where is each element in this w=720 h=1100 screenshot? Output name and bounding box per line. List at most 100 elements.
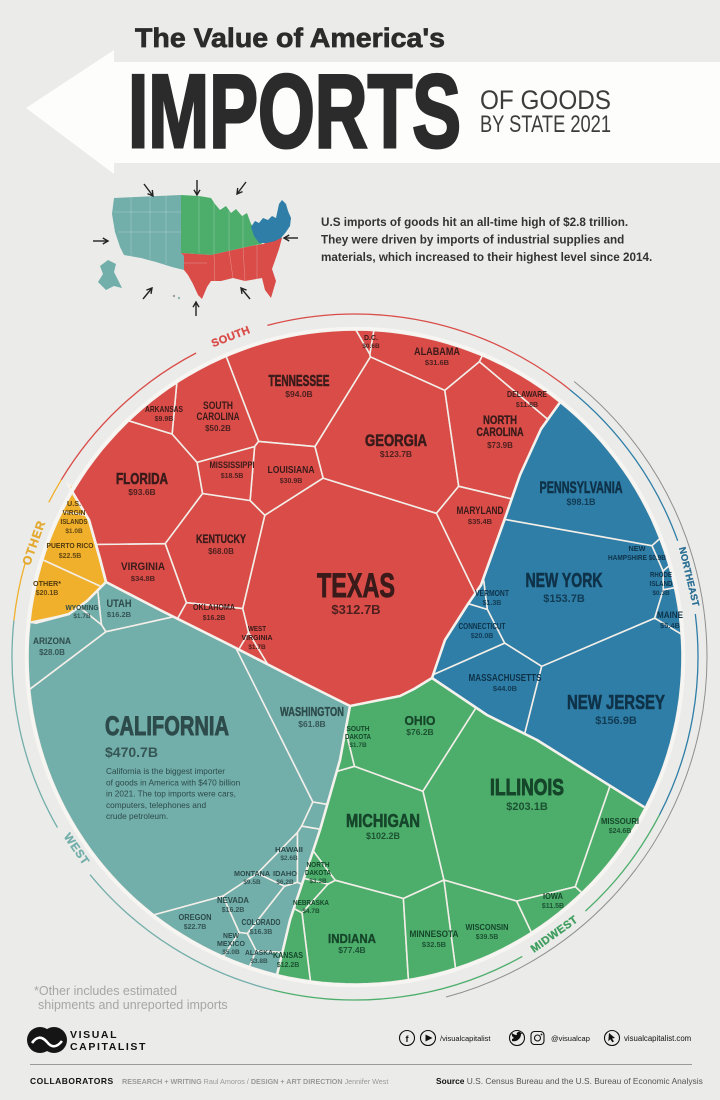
svg-text:TENNESSEE: TENNESSEE <box>269 373 330 390</box>
svg-text:$16.2B: $16.2B <box>107 610 132 619</box>
svg-text:ILLINOIS: ILLINOIS <box>490 774 564 800</box>
svg-text:WISCONSIN: WISCONSIN <box>466 922 509 932</box>
svg-text:$470.7B: $470.7B <box>105 744 158 760</box>
svg-text:FLORIDA: FLORIDA <box>116 471 168 488</box>
svg-text:They were driven by imports of: They were driven by imports of industria… <box>321 234 624 247</box>
svg-text:$203.1B: $203.1B <box>506 801 548 813</box>
svg-text:$34.8B: $34.8B <box>131 574 156 583</box>
svg-text:$1.3B: $1.3B <box>483 600 502 607</box>
svg-text:ISLANDS: ISLANDS <box>61 519 88 526</box>
svg-text:$11.5B: $11.5B <box>542 903 564 910</box>
svg-text:VIRGINIA: VIRGINIA <box>242 633 274 642</box>
svg-text:$5.0B: $5.0B <box>222 949 240 956</box>
svg-text:OKLAHOMA: OKLAHOMA <box>193 602 235 612</box>
svg-text:$11.8B: $11.8B <box>516 402 538 409</box>
svg-text:DELAWARE: DELAWARE <box>507 389 547 399</box>
svg-text:$24.6B: $24.6B <box>609 828 632 835</box>
svg-text:U.S imports of goods hit an al: U.S imports of goods hit an all-time hig… <box>321 216 628 229</box>
svg-text:NORTH: NORTH <box>307 862 330 869</box>
svg-text:UTAH: UTAH <box>107 598 132 610</box>
svg-text:IOWA: IOWA <box>543 892 563 901</box>
svg-text:$312.7B: $312.7B <box>331 602 380 617</box>
svg-text:CONNECTICUT: CONNECTICUT <box>459 622 506 631</box>
svg-text:$0.6B: $0.6B <box>362 343 380 350</box>
svg-text:NEVADA: NEVADA <box>217 896 249 905</box>
svg-text:@visualcap: @visualcap <box>551 1034 590 1043</box>
svg-text:KANSAS: KANSAS <box>273 951 304 960</box>
svg-text:DAKOTA: DAKOTA <box>305 870 331 877</box>
svg-text:MARYLAND: MARYLAND <box>457 505 504 517</box>
svg-text:$16.2B: $16.2B <box>222 907 245 914</box>
svg-text:OF GOODS: OF GOODS <box>480 85 611 115</box>
svg-text:NORTH: NORTH <box>483 413 517 427</box>
svg-text:CALIFORNIA: CALIFORNIA <box>105 711 229 741</box>
svg-text:CAROLINA: CAROLINA <box>197 411 240 423</box>
svg-text:ISLAND: ISLAND <box>650 581 673 588</box>
svg-text:MINNESOTA: MINNESOTA <box>410 929 459 940</box>
svg-text:$30.9B: $30.9B <box>280 478 303 485</box>
svg-text:$93.6B: $93.6B <box>128 487 155 497</box>
svg-text:NEW: NEW <box>223 933 239 940</box>
svg-text:ARKANSAS: ARKANSAS <box>145 404 183 414</box>
svg-text:PENNSYLVANIA: PENNSYLVANIA <box>540 478 623 497</box>
svg-text:Source U.S. Census Bureau and: Source U.S. Census Bureau and the U.S. B… <box>436 1076 703 1086</box>
svg-text:$3.3B: $3.3B <box>309 878 327 885</box>
svg-text:MAINE: MAINE <box>657 610 683 620</box>
svg-text:WEST: WEST <box>248 624 266 633</box>
svg-text:D.C.: D.C. <box>364 333 378 342</box>
svg-text:NEW JERSEY: NEW JERSEY <box>567 692 665 714</box>
svg-text:$61.8B: $61.8B <box>298 719 325 729</box>
svg-text:VIRGINIA: VIRGINIA <box>121 561 165 573</box>
svg-text:$20.0B: $20.0B <box>471 633 494 640</box>
svg-text:of goods in America with $470: of goods in America with $470 billion <box>106 777 241 787</box>
svg-text:SOUTH: SOUTH <box>203 400 233 412</box>
svg-text:OTHER*: OTHER* <box>33 579 61 588</box>
svg-text:COLLABORATORS: COLLABORATORS <box>30 1076 114 1086</box>
svg-text:$22.5B: $22.5B <box>59 553 82 560</box>
svg-text:computers, telephones and: computers, telephones and <box>106 800 206 810</box>
svg-text:crude petroleum.: crude petroleum. <box>106 811 168 821</box>
svg-text:$32.5B: $32.5B <box>422 940 447 949</box>
svg-text:$9.5B: $9.5B <box>243 879 261 886</box>
svg-text:TEXAS: TEXAS <box>317 567 395 605</box>
svg-text:$1.0B: $1.0B <box>65 528 83 535</box>
svg-text:DAKOTA: DAKOTA <box>345 734 371 741</box>
svg-text:BY STATE 2021: BY STATE 2021 <box>480 111 611 138</box>
svg-text:VISUAL: VISUAL <box>70 1029 118 1041</box>
svg-text:$1.7B: $1.7B <box>248 644 266 651</box>
svg-text:OHIO: OHIO <box>405 713 436 728</box>
svg-text:*Other includes estimated: *Other includes estimated <box>34 984 177 998</box>
svg-text:visualcapitalist.com: visualcapitalist.com <box>624 1034 691 1043</box>
svg-text:$0.3B: $0.3B <box>652 590 670 597</box>
svg-text:$1.7B: $1.7B <box>349 742 367 749</box>
svg-text:in 2021. The top imports were: in 2021. The top imports were cars, <box>106 789 236 799</box>
svg-text:$12.2B: $12.2B <box>277 962 300 969</box>
svg-text:$2.6B: $2.6B <box>280 855 298 862</box>
svg-text:$9.9B: $9.9B <box>155 416 174 423</box>
svg-text:f: f <box>406 1034 410 1044</box>
svg-text:$31.6B: $31.6B <box>425 358 450 367</box>
svg-text:COLORADO: COLORADO <box>242 918 281 927</box>
svg-text:California is the biggest impo: California is the biggest importer <box>106 766 225 776</box>
svg-text:$1.7B: $1.7B <box>73 613 91 620</box>
svg-text:$28.0B: $28.0B <box>39 648 65 657</box>
svg-text:$6.2B: $6.2B <box>276 879 294 886</box>
svg-text:MEXICO: MEXICO <box>217 941 246 948</box>
svg-text:MISSOURI: MISSOURI <box>601 816 639 826</box>
svg-text:CAROLINA: CAROLINA <box>477 425 524 439</box>
svg-text:The Value of America's: The Value of America's <box>135 23 445 53</box>
svg-text:OREGON: OREGON <box>179 913 212 922</box>
svg-text:WASHINGTON: WASHINGTON <box>280 705 344 719</box>
svg-text:$16.2B: $16.2B <box>203 615 226 622</box>
svg-text:MISSISSIPPI: MISSISSIPPI <box>210 460 255 470</box>
svg-text:SOUTH: SOUTH <box>347 726 370 733</box>
svg-text:shipments and unreported impor: shipments and unreported imports <box>38 998 228 1012</box>
svg-text:$4.7B: $4.7B <box>302 908 320 915</box>
svg-text:$3.8B: $3.8B <box>250 958 268 965</box>
svg-text:$94.0B: $94.0B <box>285 389 312 399</box>
svg-text:INDIANA: INDIANA <box>328 931 377 946</box>
svg-text:IMPORTS: IMPORTS <box>128 54 461 170</box>
svg-text:$44.0B: $44.0B <box>493 684 518 693</box>
svg-text:NEW YORK: NEW YORK <box>526 570 603 592</box>
svg-text:RESEARCH + WRITING Raul Amoros: RESEARCH + WRITING Raul Amoros / DESIGN … <box>122 1077 388 1086</box>
